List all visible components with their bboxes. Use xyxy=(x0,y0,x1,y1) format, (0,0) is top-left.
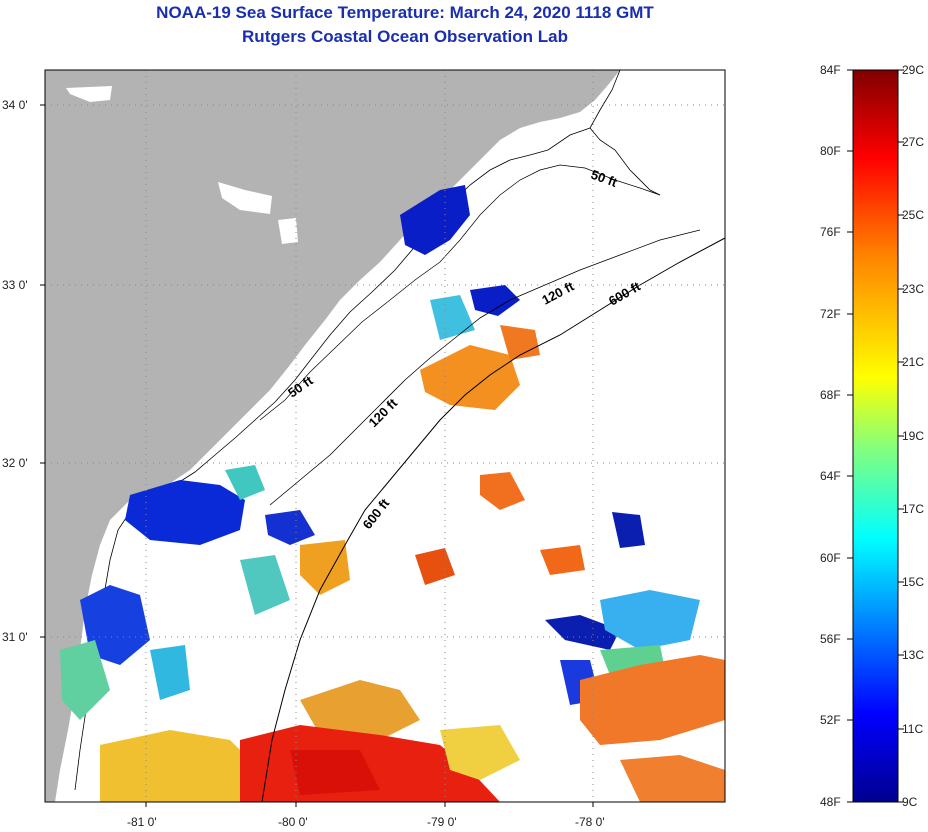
sst-cold-area xyxy=(80,585,150,665)
sst-cool-area xyxy=(225,465,265,500)
colorbar-c-label: 21C xyxy=(902,355,924,369)
colorbar-c-label: 27C xyxy=(902,135,924,149)
colorbar-c-label: 29C xyxy=(902,63,924,77)
depth-contour-600ft xyxy=(261,237,725,802)
sst-cool-area xyxy=(240,555,290,615)
graticule xyxy=(45,70,725,802)
sst-warm-area xyxy=(100,730,260,802)
sst-cold-area xyxy=(470,285,520,316)
land-mass xyxy=(45,70,620,802)
colorbar-c-label: 9C xyxy=(902,795,918,809)
sst-cool-area xyxy=(430,295,475,340)
depth-contour-50ft xyxy=(259,164,661,421)
colorbar-f-label: 48F xyxy=(820,795,841,809)
colorbar-c-label: 15C xyxy=(902,575,924,589)
sst-cold-area xyxy=(612,512,645,548)
lat-label: 34 0' xyxy=(2,98,28,112)
colorbar-c-label: 23C xyxy=(902,282,924,296)
frame-ticks xyxy=(40,104,594,807)
sst-cool-area xyxy=(60,640,110,720)
colorbar-c-label: 25C xyxy=(902,208,924,222)
sst-warm-area xyxy=(580,655,725,745)
colorbar-f-label: 64F xyxy=(820,469,841,483)
sst-warm-area xyxy=(440,725,520,780)
sst-warm-area xyxy=(480,472,525,510)
lon-label: -81 0' xyxy=(127,815,157,829)
sst-warm-area xyxy=(420,345,520,410)
cloud-fleck xyxy=(66,86,112,102)
colorbar-f-label: 76F xyxy=(820,225,841,239)
sst-warm-area xyxy=(500,325,540,360)
sst-warm-area xyxy=(300,540,350,595)
colorbar-f-label: 52F xyxy=(820,713,841,727)
colorbar-ticks xyxy=(847,69,904,803)
lat-label: 32 0' xyxy=(2,456,28,470)
coastline-inner xyxy=(589,70,661,196)
map-title: NOAA-19 Sea Surface Temperature: March 2… xyxy=(156,3,654,22)
sst-warm-area xyxy=(415,548,455,585)
colorbar-f-label: 84F xyxy=(820,63,841,77)
sst-cold-area xyxy=(125,480,245,545)
lon-label: -78 0' xyxy=(575,815,605,829)
sst-warm-area xyxy=(300,680,420,740)
cloud-fleck xyxy=(278,218,298,244)
sst-cold-area xyxy=(265,510,315,545)
sst-hot-area xyxy=(290,750,380,795)
lon-label: -79 0' xyxy=(427,815,457,829)
sst-cool-area xyxy=(150,645,190,700)
lon-label: -80 0' xyxy=(278,815,308,829)
sst-cold-area xyxy=(545,615,620,650)
colorbar-c-label: 13C xyxy=(902,648,924,662)
colorbar-c-label: 19C xyxy=(902,429,924,443)
sst-cold-area xyxy=(400,185,470,255)
map-panel: 50 ft 120 ft 600 ft 50 ft 120 ft 600 ft xyxy=(45,70,725,802)
colorbar-f-label: 56F xyxy=(820,632,841,646)
colorbar-c-label: 11C xyxy=(902,722,923,736)
lat-label: 31 0' xyxy=(2,630,28,644)
map-frame xyxy=(44,69,726,803)
colorbar-f-label: 68F xyxy=(820,388,841,402)
sst-cool-area xyxy=(600,590,700,650)
sst-warm-area xyxy=(620,755,725,802)
cloud-fleck xyxy=(218,182,272,214)
colorbar-f-label: 60F xyxy=(820,551,841,565)
colorbar xyxy=(852,69,899,803)
colorbar-f-label: 72F xyxy=(820,307,841,321)
sst-warm-area xyxy=(540,545,585,575)
colorbar-c-label: 17C xyxy=(902,502,924,516)
depth-contour-120ft xyxy=(269,229,701,506)
colorbar-f-label: 80F xyxy=(820,144,841,158)
map-subtitle: Rutgers Coastal Ocean Observation Lab xyxy=(242,27,568,46)
lat-label: 33 0' xyxy=(2,278,28,292)
